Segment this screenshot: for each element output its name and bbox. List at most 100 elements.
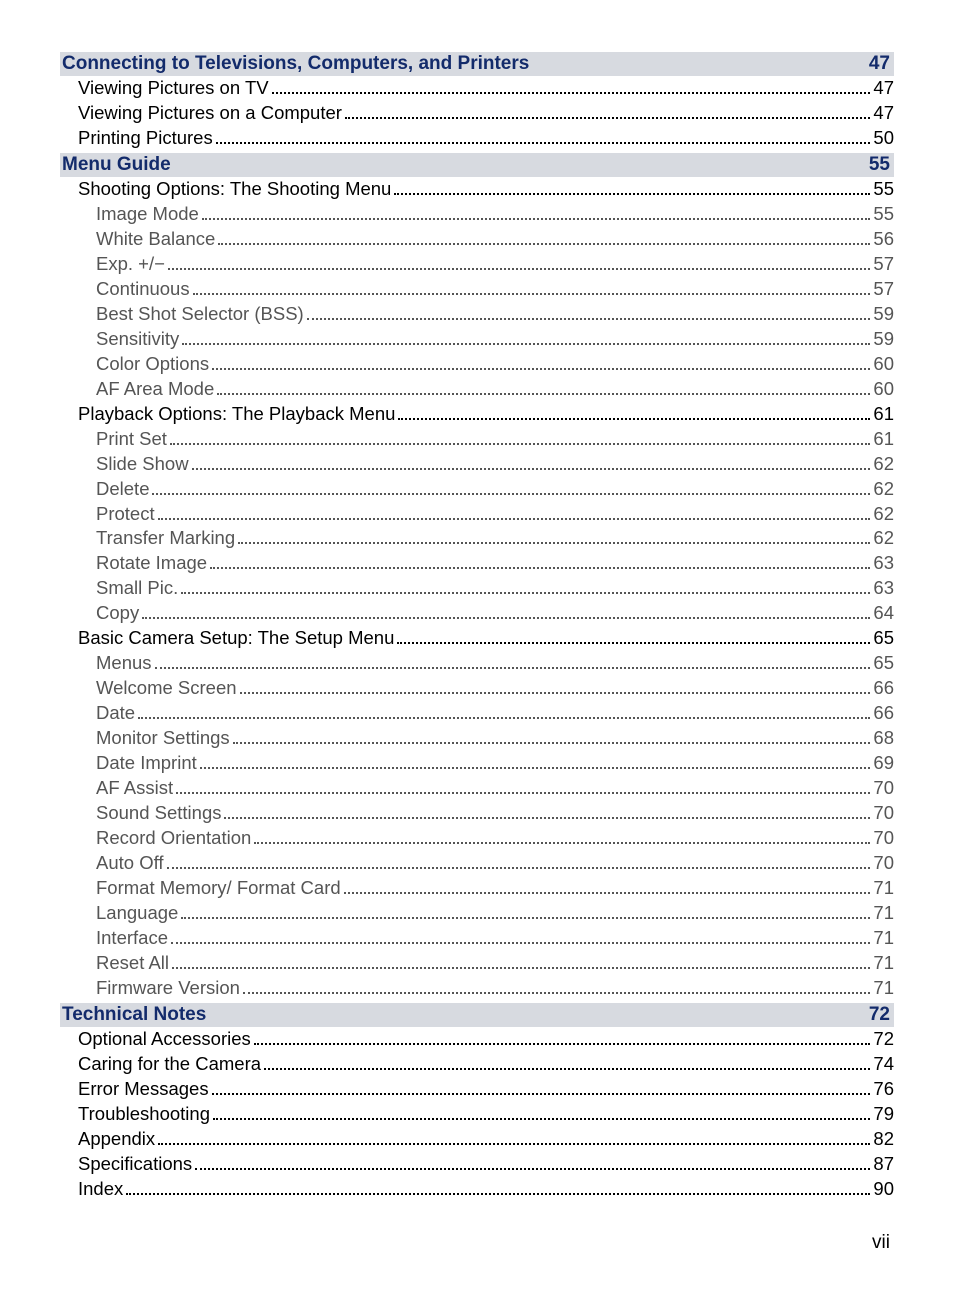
toc-leader — [217, 378, 870, 395]
toc-entry-page: 69 — [873, 751, 894, 776]
toc-entry[interactable]: White Balance56 — [60, 227, 894, 252]
toc-entry[interactable]: Specifications87 — [60, 1152, 894, 1177]
toc-entry[interactable]: Continuous57 — [60, 277, 894, 302]
toc-entry-label: Playback Options: The Playback Menu — [78, 402, 395, 427]
toc-entry[interactable]: Date Imprint 69 — [60, 751, 894, 776]
toc-entry[interactable]: Format Memory/ Format Card71 — [60, 876, 894, 901]
toc-section-page: 55 — [869, 154, 890, 176]
toc-leader — [155, 653, 871, 670]
toc-entry[interactable]: Firmware Version71 — [60, 976, 894, 1001]
toc-entry[interactable]: Viewing Pictures on a Computer 47 — [60, 101, 894, 126]
toc-entry[interactable]: Reset All 71 — [60, 951, 894, 976]
toc-entry-page: 72 — [873, 1027, 894, 1052]
toc-entry[interactable]: Appendix82 — [60, 1127, 894, 1152]
toc-entry[interactable]: Exp. +/−57 — [60, 252, 894, 277]
toc-leader — [168, 253, 871, 270]
toc-entry-page: 71 — [873, 876, 894, 901]
toc-entry[interactable]: Record Orientation70 — [60, 826, 894, 851]
toc-entry[interactable]: Small Pic. 63 — [60, 576, 894, 601]
toc-entry-label: Interface — [96, 926, 168, 951]
toc-entry[interactable]: Index90 — [60, 1177, 894, 1202]
toc-entry[interactable]: Welcome Screen66 — [60, 676, 894, 701]
toc-entry[interactable]: Basic Camera Setup: The Setup Menu65 — [60, 626, 894, 651]
toc-entry-page: 62 — [873, 452, 894, 477]
toc-entry-page: 90 — [873, 1177, 894, 1202]
toc-leader — [181, 578, 870, 595]
toc-entry[interactable]: AF Assist70 — [60, 776, 894, 801]
toc-entry[interactable]: Auto Off70 — [60, 851, 894, 876]
toc-leader — [202, 203, 871, 220]
toc-entry-label: Troubleshooting — [78, 1102, 210, 1127]
toc-entry-label: Basic Camera Setup: The Setup Menu — [78, 626, 394, 651]
toc-entry-label: Date Imprint — [96, 751, 197, 776]
toc-entry-page: 61 — [873, 402, 894, 427]
toc-leader — [176, 778, 870, 795]
toc-entry-page: 57 — [873, 277, 894, 302]
toc-entry[interactable]: Best Shot Selector (BSS)59 — [60, 302, 894, 327]
toc-entry-label: Reset All — [96, 951, 169, 976]
toc-entry[interactable]: Shooting Options: The Shooting Menu55 — [60, 177, 894, 202]
toc-entry-page: 63 — [873, 551, 894, 576]
toc-entry[interactable]: Print Set61 — [60, 427, 894, 452]
toc-section-page: 47 — [869, 53, 890, 75]
toc-entry-page: 47 — [873, 101, 894, 126]
toc-entry[interactable]: Sound Settings70 — [60, 801, 894, 826]
toc-entry[interactable]: Interface71 — [60, 926, 894, 951]
toc-entry-label: Viewing Pictures on TV — [78, 76, 269, 101]
toc-entry-label: Color Options — [96, 352, 209, 377]
toc-entry[interactable]: AF Area Mode60 — [60, 377, 894, 402]
toc-entry-page: 71 — [873, 951, 894, 976]
toc-entry-label: Slide Show — [96, 452, 189, 477]
toc-entry-page: 66 — [873, 701, 894, 726]
toc-entry[interactable]: Troubleshooting 79 — [60, 1102, 894, 1127]
toc-entry-page: 60 — [873, 377, 894, 402]
toc-leader — [126, 1178, 870, 1195]
toc-entry[interactable]: Printing Pictures50 — [60, 126, 894, 151]
toc-leader — [182, 328, 870, 345]
toc-entry[interactable]: Menus65 — [60, 651, 894, 676]
toc-entry-label: Error Messages — [78, 1077, 209, 1102]
toc-entry[interactable]: Image Mode55 — [60, 202, 894, 227]
toc-entry[interactable]: Slide Show 62 — [60, 452, 894, 477]
toc-entry-page: 87 — [873, 1152, 894, 1177]
toc-leader — [224, 802, 870, 819]
toc-entry[interactable]: Optional Accessories72 — [60, 1027, 894, 1052]
toc-entry[interactable]: Delete62 — [60, 477, 894, 502]
toc-entry[interactable]: Rotate Image 63 — [60, 551, 894, 576]
toc-entry[interactable]: Language71 — [60, 901, 894, 926]
toc-leader — [152, 478, 870, 495]
toc-entry-label: Welcome Screen — [96, 676, 237, 701]
toc-entry[interactable]: Sensitivity59 — [60, 327, 894, 352]
toc-entry[interactable]: Transfer Marking62 — [60, 526, 894, 551]
toc-entry-label: Transfer Marking — [96, 526, 235, 551]
toc-leader — [158, 1128, 870, 1145]
toc-entry-label: Rotate Image — [96, 551, 207, 576]
toc-section-page: 72 — [869, 1004, 890, 1026]
toc-leader — [243, 977, 870, 994]
toc-entry[interactable]: Color Options60 — [60, 352, 894, 377]
toc-leader — [192, 453, 871, 470]
toc-leader — [167, 852, 871, 869]
toc-entry-label: Caring for the Camera — [78, 1052, 261, 1077]
toc-entry[interactable]: Date 66 — [60, 701, 894, 726]
toc-entry-page: 63 — [873, 576, 894, 601]
toc-entry[interactable]: Caring for the Camera74 — [60, 1052, 894, 1077]
toc-entry-page: 79 — [873, 1102, 894, 1127]
toc-entry-page: 62 — [873, 502, 894, 527]
toc-entry[interactable]: Monitor Settings68 — [60, 726, 894, 751]
toc-section-header[interactable]: Connecting to Televisions, Computers, an… — [60, 52, 894, 76]
toc-entry-label: Viewing Pictures on a Computer — [78, 101, 342, 126]
toc-entry-page: 71 — [873, 901, 894, 926]
toc-entry[interactable]: Protect62 — [60, 502, 894, 527]
toc-leader — [345, 102, 870, 119]
toc-section-header[interactable]: Technical Notes72 — [60, 1003, 894, 1027]
page-number: vii — [60, 1232, 894, 1254]
toc-section-header[interactable]: Menu Guide55 — [60, 153, 894, 177]
toc-entry-label: Date — [96, 701, 135, 726]
toc-entry-label: Small Pic. — [96, 576, 178, 601]
toc-entry-label: Sensitivity — [96, 327, 179, 352]
toc-entry[interactable]: Viewing Pictures on TV47 — [60, 76, 894, 101]
toc-entry[interactable]: Copy64 — [60, 601, 894, 626]
toc-entry[interactable]: Playback Options: The Playback Menu 61 — [60, 402, 894, 427]
toc-entry[interactable]: Error Messages76 — [60, 1077, 894, 1102]
